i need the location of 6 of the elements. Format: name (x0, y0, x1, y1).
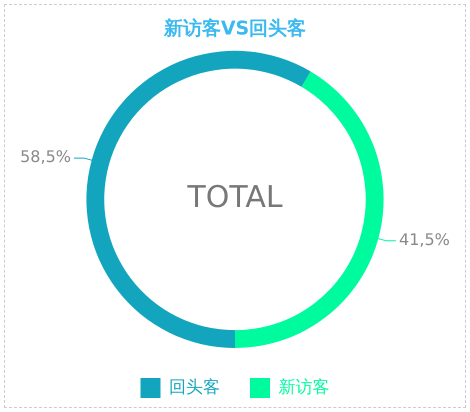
chart-title: 新访客VS回头客 (162, 17, 306, 40)
data-label: 41,5% (399, 230, 450, 249)
text: TOTAL (186, 180, 283, 216)
data-label: 58,5% (20, 147, 71, 166)
legend-label: 回头客 (169, 377, 220, 398)
legend-label: 新访客 (278, 377, 330, 398)
